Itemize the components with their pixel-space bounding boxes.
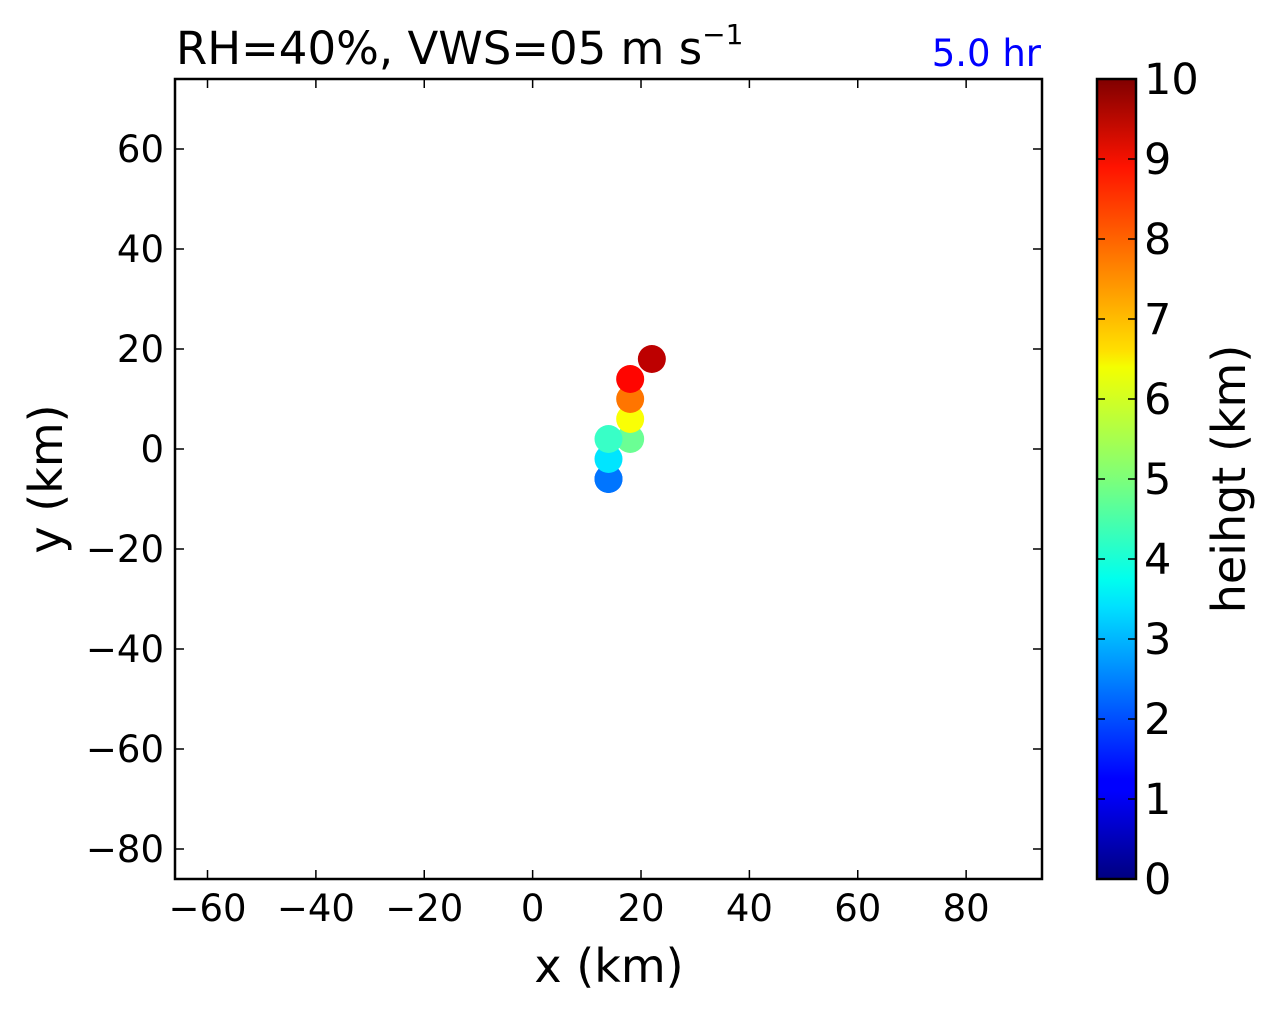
scatter-point	[594, 445, 623, 473]
colorbar-tick-label: 7	[1144, 295, 1171, 345]
x-tick-label: 80	[943, 887, 990, 930]
colorbar-tick-label: 6	[1144, 375, 1171, 425]
x-tick-label: 0	[521, 887, 545, 930]
colorbar-tick-label: 3	[1144, 615, 1171, 665]
y-tick-label: −60	[86, 728, 164, 771]
y-axis-label: y (km)	[19, 404, 73, 553]
colorbar-tick-label: 5	[1144, 455, 1171, 505]
y-tick-label: 60	[117, 128, 164, 171]
colorbar-tick-label: 0	[1144, 855, 1171, 905]
y-tick-label: 40	[117, 228, 164, 271]
colorbar-tick-label: 8	[1144, 215, 1171, 265]
y-tick-label: 0	[140, 428, 164, 471]
scatter-point	[594, 425, 623, 453]
scatter-point	[616, 405, 645, 433]
y-tick-label: −40	[86, 628, 164, 671]
y-tick-label: 20	[117, 328, 164, 371]
scatter-point	[616, 385, 645, 413]
title-superscript: −1	[702, 18, 743, 51]
x-tick-label: 20	[617, 887, 664, 930]
colorbar-tick-label: 9	[1144, 135, 1171, 185]
y-tick-label: −20	[86, 528, 164, 571]
time-annotation: 5.0 hr	[932, 32, 1042, 75]
chart-title: RH=40%, VWS=05 m s−1	[176, 18, 743, 75]
scatter-point	[616, 425, 645, 453]
x-axis-label: x (km)	[534, 939, 683, 993]
colorbar-ticks: 0 1 2 3 4 5 6 7 8 9 10	[1097, 55, 1199, 905]
x-tick-label: −40	[277, 887, 355, 930]
x-tick-label: −20	[385, 887, 463, 930]
scatter-point	[616, 365, 645, 393]
colorbar-tick-label: 10	[1144, 55, 1199, 105]
colorbar-label: heihgt (km)	[1202, 345, 1256, 614]
y-tick-label: −80	[86, 828, 164, 871]
colorbar-tick-label: 1	[1144, 775, 1171, 825]
scatter-points	[594, 345, 666, 493]
colorbar-tick-label: 2	[1144, 695, 1171, 745]
x-tick-label: 40	[726, 887, 773, 930]
x-tick-label: 60	[834, 887, 881, 930]
colorbar-tick-label: 4	[1144, 535, 1171, 585]
x-tick-label: −60	[168, 887, 246, 930]
scatter-point	[637, 345, 666, 373]
scatter-point	[594, 465, 623, 493]
